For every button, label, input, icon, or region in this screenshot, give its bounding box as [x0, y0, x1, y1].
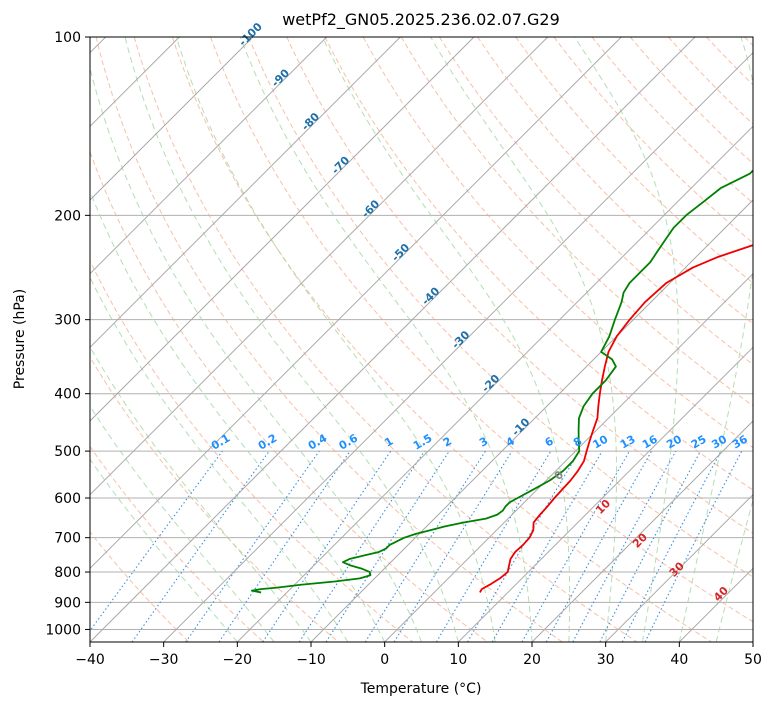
dry-adiabat-line — [133, 37, 638, 642]
moist-adiabat-line — [90, 405, 275, 642]
dry-adiabat-line — [515, 37, 753, 284]
moist-adiabat-line — [124, 37, 459, 642]
y-tick-label: 300 — [54, 313, 81, 329]
isotherm-line — [605, 493, 753, 642]
dry-adiabat-line — [477, 37, 753, 325]
dry-adiabat-line — [248, 37, 753, 578]
isotherm-line — [90, 37, 328, 275]
mixing-ratio-line — [90, 450, 223, 632]
mixing-ratio-line — [521, 450, 630, 642]
dewpoint-line — [250, 169, 753, 594]
y-tick-label: 500 — [54, 444, 81, 460]
isotherm-line — [384, 272, 753, 642]
isotherm-line — [236, 125, 753, 642]
chart-title: wetPf2_GN05.2025.236.02.07.G29 — [282, 10, 560, 30]
dry-adiabat-line — [90, 445, 264, 642]
dry-adiabat-line — [210, 37, 753, 623]
y-axis-label: Pressure (hPa) — [12, 289, 28, 389]
moist-adiabat-line — [90, 189, 386, 642]
isotherm-line — [90, 37, 622, 570]
moist-adiabat-line — [90, 276, 349, 642]
dry-adiabat-line — [90, 531, 190, 642]
moist-adiabat-line — [90, 66, 422, 642]
isotherm-line — [90, 37, 549, 496]
isotherm-line — [531, 420, 753, 642]
mixing-ratio-line — [298, 450, 425, 642]
moist-adiabat-line — [574, 37, 679, 642]
mixing-ratio-line — [644, 450, 743, 642]
moist-adiabat-line — [430, 37, 618, 642]
y-tick-label: 800 — [54, 565, 81, 581]
y-tick-label: 700 — [54, 531, 81, 547]
x-tick-label: 0 — [380, 652, 389, 668]
isotherm-line — [752, 641, 753, 642]
dry-adiabat-line — [90, 356, 339, 642]
mixing-ratio-line — [218, 450, 351, 642]
mixing-ratio-line — [262, 450, 392, 642]
dry-adiabat-line — [90, 259, 414, 642]
x-tick-label: −10 — [296, 652, 326, 668]
x-tick-label: −20 — [223, 652, 253, 668]
x-tick-label: 40 — [670, 652, 688, 668]
isotherm-line — [457, 346, 753, 642]
mixing-ratio-line — [393, 450, 513, 642]
isotherm-line — [90, 37, 475, 422]
y-tick-label: 600 — [54, 491, 81, 507]
y-tick-label: 100 — [54, 30, 81, 46]
x-tick-label: 10 — [449, 652, 467, 668]
plot-background — [90, 37, 753, 642]
dry-adiabat-line — [95, 37, 563, 642]
isotherm-line — [90, 37, 696, 642]
moist-adiabat-line — [678, 37, 753, 642]
moist-adiabat-line — [239, 37, 533, 642]
moist-adiabat-line — [715, 498, 753, 642]
isotherm-line — [90, 37, 254, 201]
y-tick-label: 900 — [54, 595, 81, 611]
mixing-ratio-line — [572, 450, 677, 642]
x-tick-label: 30 — [597, 652, 615, 668]
isotherm-line — [163, 51, 753, 642]
moist-adiabat-line — [322, 37, 571, 642]
background-lines — [90, 37, 753, 642]
mixing-ratio-line — [185, 450, 320, 642]
y-tick-label: 400 — [54, 387, 81, 403]
y-tick-label: 1000 — [45, 622, 81, 638]
dry-adiabat-line — [90, 150, 488, 642]
x-tick-label: 50 — [744, 652, 762, 668]
dry-adiabat-line — [400, 37, 753, 407]
plot-frame — [89, 36, 754, 643]
temperature-line — [479, 244, 753, 593]
dry-adiabat-line — [286, 37, 753, 534]
mixing-ratio-line — [545, 450, 653, 642]
dry-adiabat-line — [171, 37, 712, 642]
isotherm-line — [90, 37, 401, 349]
dry-adiabat-line — [362, 37, 753, 449]
x-tick-label: −30 — [149, 652, 179, 668]
y-tick-label: 200 — [54, 208, 81, 224]
moist-adiabat-line — [90, 458, 238, 642]
isotherm-line — [310, 199, 753, 642]
dry-adiabat-line — [324, 37, 753, 491]
axis-ticks: −40 −30 −20 −10 0 10 20 30 40 50 100 200 300 400 500 60… — [45, 30, 762, 668]
series-lines — [250, 169, 753, 594]
moist-adiabat-line — [175, 37, 496, 642]
dry-adiabat-line — [439, 37, 753, 366]
x-axis-label: Temperature (°C) — [360, 681, 482, 697]
x-tick-label: 20 — [523, 652, 541, 668]
mixing-ratio-line — [325, 450, 450, 642]
x-tick-label: −40 — [75, 652, 105, 668]
mixing-ratio-line — [131, 450, 270, 642]
